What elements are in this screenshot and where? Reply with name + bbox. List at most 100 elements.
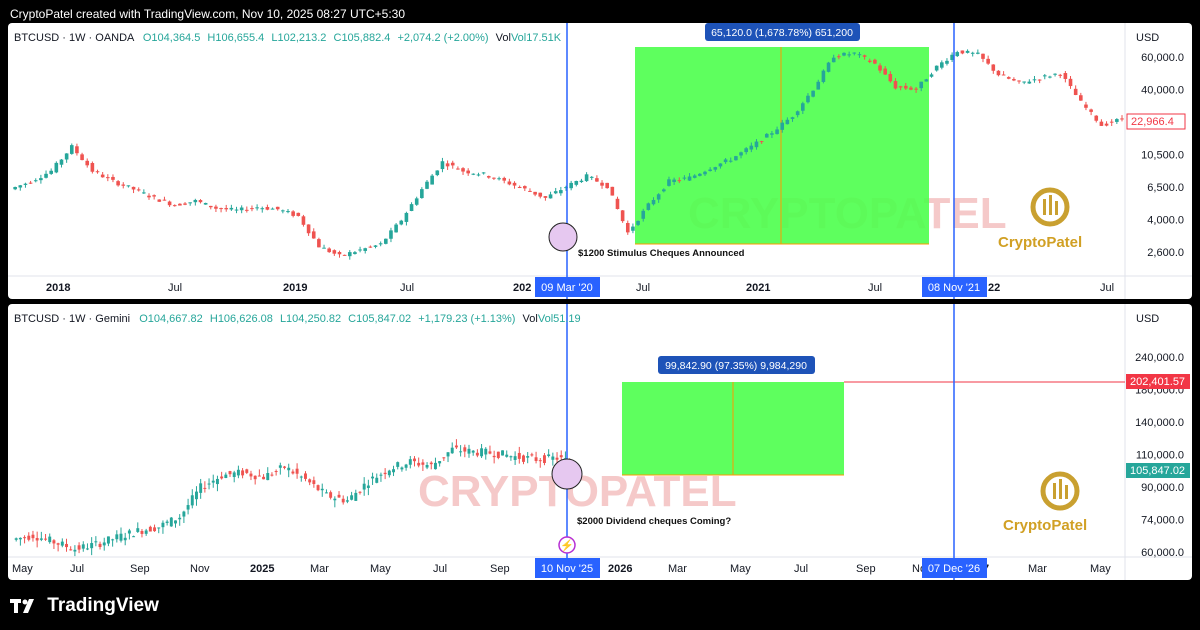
candle-body xyxy=(636,220,640,225)
candle-body xyxy=(646,203,651,210)
candle-body xyxy=(48,536,52,543)
candle-body xyxy=(631,226,635,231)
chart-panel-oanda[interactable]: CRYPTOPATEL 65,120.0 (1,678.78%) 651,200… xyxy=(8,23,1192,299)
candle-body xyxy=(23,183,28,185)
candle-body xyxy=(375,477,379,483)
lightning-icon: ⚡ xyxy=(560,539,574,552)
candle-body xyxy=(708,169,712,171)
event-marker-icon[interactable] xyxy=(558,536,576,554)
candle-body xyxy=(64,153,69,160)
candle-body xyxy=(1048,76,1052,78)
candle-body xyxy=(100,174,105,178)
candle-body xyxy=(90,543,94,549)
x-tick-label: 22 xyxy=(988,282,1000,294)
candle-body xyxy=(115,534,119,540)
candle-body xyxy=(512,182,517,186)
x-tick-label: 2026 xyxy=(608,563,632,575)
date-tag-start-box xyxy=(535,558,600,578)
candle-body xyxy=(353,252,357,255)
candle-body xyxy=(236,469,240,476)
candle-body xyxy=(126,185,131,187)
candle-body xyxy=(785,119,790,125)
candle-body xyxy=(749,145,754,150)
chart-svg-oanda[interactable]: CRYPTOPATEL 65,120.0 (1,678.78%) 651,200… xyxy=(8,23,1192,299)
candle-body xyxy=(446,452,450,457)
candle-body xyxy=(533,191,537,195)
candle-body xyxy=(559,455,563,458)
legend-low: L104,250.82 xyxy=(280,313,341,325)
candle-body xyxy=(408,459,412,465)
y-tick-label: 60,000.0 xyxy=(1141,547,1184,559)
candles-oanda xyxy=(13,49,1124,260)
candle-body xyxy=(18,185,23,188)
time-axis[interactable]: May Jul Sep Nov 2025 Mar May Jul Sep 2026 Mar May Ju… xyxy=(12,563,1111,575)
candle-body xyxy=(620,210,625,222)
candle-body xyxy=(111,176,115,180)
legend-volume-label: Vol xyxy=(523,313,538,325)
candle-body xyxy=(955,52,960,57)
candle-body xyxy=(1001,74,1006,76)
candle-body xyxy=(1109,121,1114,123)
candle-body xyxy=(605,182,609,189)
candle-body xyxy=(157,527,161,529)
candle-body xyxy=(142,192,146,194)
candle-body xyxy=(311,231,316,239)
range-label: 99,842.90 (97.35%) 9,984,290 xyxy=(665,360,807,372)
candle-body xyxy=(35,538,39,541)
candle-body xyxy=(174,520,177,524)
candle-body xyxy=(358,491,362,493)
candle-body xyxy=(522,455,525,462)
x-tick-label: 202 xyxy=(513,282,531,294)
chart-svg-gemini[interactable]: CRYPTOPATEL ⚡ 99,842.90 (97.35%) 9,984,2… xyxy=(8,304,1192,580)
candle-body xyxy=(195,491,198,500)
candle-body xyxy=(450,162,455,166)
candle-body xyxy=(350,495,354,500)
y-tick-label: 60,000.0 xyxy=(1141,52,1184,64)
candle-body xyxy=(73,549,77,552)
candle-body xyxy=(219,208,223,210)
candle-body xyxy=(354,492,358,501)
candle-body xyxy=(625,223,630,233)
candle-body xyxy=(95,171,100,173)
candle-body xyxy=(49,170,53,174)
date-tag-end-box xyxy=(922,277,987,297)
legend-volume-label: Vol xyxy=(496,32,511,44)
legend-symbol: BTCUSD · 1W · OANDA xyxy=(14,32,135,44)
candle-body xyxy=(106,536,110,544)
candle-body xyxy=(178,517,182,520)
event-circle xyxy=(548,222,578,252)
candle-body xyxy=(399,220,404,225)
chart-panel-gemini[interactable]: CRYPTOPATEL ⚡ 99,842.90 (97.35%) 9,984,2… xyxy=(8,304,1192,580)
price-tag-current: 105,847.02 xyxy=(1130,465,1185,477)
candle-body xyxy=(157,199,162,202)
candle-body xyxy=(1027,81,1032,84)
price-axis[interactable]: 240,000.0180,000.0140,000.0110,000.090,0… xyxy=(1135,352,1184,559)
range-label-box xyxy=(658,356,815,374)
candle-body xyxy=(337,252,342,255)
candle-body xyxy=(466,170,470,174)
candle-body xyxy=(517,186,522,188)
candle-body xyxy=(610,186,615,196)
candle-body xyxy=(131,186,136,190)
candle-body xyxy=(304,473,307,479)
candle-body xyxy=(728,160,733,162)
candle-body xyxy=(873,59,877,64)
legend-close: C105,847.02 xyxy=(348,313,411,325)
candle-body xyxy=(1053,73,1057,75)
candle-body xyxy=(262,476,266,480)
candle-body xyxy=(404,212,409,222)
legend: BTCUSD · 1W · OANDA O104,364.5 H106,655.… xyxy=(14,32,562,44)
x-tick-label: Jul xyxy=(1100,282,1114,294)
candle-body xyxy=(1099,121,1104,126)
price-axis[interactable]: 60,000.040,000.016,500.010,500.06,500.04… xyxy=(1141,52,1184,259)
candle-body xyxy=(341,498,345,503)
candle-body xyxy=(421,462,425,465)
time-axis[interactable]: 2018 Jul 2019 Jul 202 Jul 2021 Jul 22 Jul xyxy=(46,282,1114,294)
x-tick-label: Mar xyxy=(310,563,329,575)
candle-body xyxy=(90,163,95,172)
candle-body xyxy=(857,54,862,56)
candle-body xyxy=(186,505,190,510)
candle-body xyxy=(255,207,259,209)
candle-body xyxy=(656,194,661,200)
x-tick-label: Jul xyxy=(70,563,84,575)
